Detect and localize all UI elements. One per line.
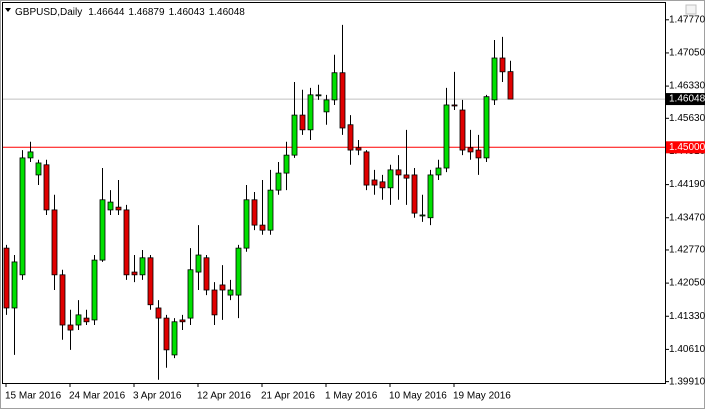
- candle-body: [291, 114, 298, 156]
- candle-body: [443, 104, 450, 169]
- candle-body: [139, 257, 146, 276]
- candle-body: [179, 319, 186, 323]
- y-tick-label: 1.43470: [669, 212, 705, 223]
- candle-body: [411, 174, 418, 214]
- candle-body: [187, 269, 194, 319]
- candle-body: [387, 169, 394, 189]
- y-tick-label: 1.39910: [669, 376, 705, 387]
- candle-body: [267, 189, 274, 231]
- x-tick-label: 10 May 2016: [389, 391, 447, 402]
- candle-body: [499, 57, 506, 73]
- level-tag: [666, 141, 705, 154]
- candle-body: [11, 261, 18, 309]
- candle-body: [467, 147, 474, 153]
- candle-body: [435, 167, 442, 176]
- candle-body: [307, 94, 314, 131]
- current-price-label: 1.46048: [669, 94, 705, 105]
- window-icon[interactable]: [685, 4, 697, 15]
- candle-body: [243, 199, 250, 249]
- y-tick-label: 1.47770: [669, 14, 705, 25]
- candle-body: [91, 259, 98, 321]
- x-tick-label: 1 May 2016: [325, 391, 378, 402]
- candle-body: [171, 321, 178, 356]
- candle-body: [403, 174, 410, 179]
- candle-body: [371, 179, 378, 186]
- x-tick-label: 3 Apr 2016: [133, 391, 182, 402]
- x-tick-label: 15 Mar 2016: [5, 391, 62, 402]
- candle-body: [115, 206, 122, 211]
- candle-body: [83, 317, 90, 323]
- candle-body: [163, 317, 170, 351]
- candle-body: [155, 307, 162, 319]
- plot-frame: [2, 2, 666, 384]
- candle-body: [475, 149, 482, 159]
- symbol-title: GBPUSD,Daily: [15, 7, 82, 18]
- y-tick-label: 1.44190: [669, 179, 705, 190]
- level-label: 1.45000: [669, 142, 705, 153]
- candle-body: [59, 274, 66, 326]
- candle-body: [107, 201, 114, 211]
- candle-body: [507, 71, 514, 100]
- header-low: 1.46043: [169, 7, 206, 18]
- menu-arrow[interactable]: [5, 8, 11, 12]
- candle-body: [43, 164, 50, 211]
- y-tick-label: 1.42050: [669, 278, 705, 289]
- current-price-tag: [666, 93, 705, 106]
- y-tick-label: 1.46330: [669, 81, 705, 92]
- candle-body: [299, 114, 306, 131]
- x-tick-label: 24 Mar 2016: [69, 391, 126, 402]
- chart-header: GBPUSD,Daily 1.46644 1.46879 1.46043 1.46048: [15, 7, 245, 18]
- candle-body: [347, 124, 354, 151]
- y-tick-label: 1.45630: [669, 113, 705, 124]
- y-tick-label: 1.41330: [669, 311, 705, 322]
- candle-body: [363, 151, 370, 186]
- candle-body: [99, 199, 106, 261]
- candle-body: [483, 96, 490, 159]
- candle-body: [195, 254, 202, 273]
- candle-body: [35, 162, 42, 176]
- candle-body: [395, 169, 402, 176]
- candle-body: [355, 147, 362, 151]
- candle-body: [259, 224, 266, 231]
- y-tick-label: 1.42770: [669, 245, 705, 256]
- x-tick-label: 19 May 2016: [453, 391, 511, 402]
- y-tick-label: 1.40610: [669, 344, 705, 355]
- candle-body: [251, 199, 258, 226]
- candle-body: [227, 289, 234, 296]
- candle-body: [451, 104, 458, 107]
- candle-body: [147, 257, 154, 306]
- candle-body: [203, 257, 210, 291]
- y-tick-label: 1.47050: [669, 48, 705, 59]
- candle-body: [131, 271, 138, 276]
- candle-body: [219, 284, 226, 291]
- candle-body: [459, 109, 466, 151]
- header-open: 1.46644: [88, 7, 125, 18]
- candle-body: [491, 57, 498, 101]
- candle-body: [275, 172, 282, 191]
- candle-body: [419, 214, 426, 217]
- candle-body: [235, 247, 242, 296]
- candle-body: [323, 99, 330, 113]
- candle-body: [27, 151, 34, 159]
- candle-body: [51, 209, 58, 276]
- candle-body: [123, 209, 130, 276]
- candle-body: [427, 174, 434, 219]
- candle-body: [19, 157, 26, 276]
- x-tick-label: 21 Apr 2016: [261, 391, 315, 402]
- header-high: 1.46879: [128, 7, 165, 18]
- header-close: 1.46048: [209, 7, 246, 18]
- candle-body: [3, 247, 10, 309]
- candle-body: [379, 181, 386, 189]
- candle-body: [331, 72, 338, 101]
- candle-body: [315, 94, 322, 97]
- candle-body: [75, 314, 82, 326]
- candle-body: [283, 154, 290, 174]
- candle-body: [67, 324, 74, 331]
- x-tick-label: 12 Apr 2016: [197, 391, 251, 402]
- candle-body: [211, 289, 218, 316]
- candle-body: [339, 72, 346, 129]
